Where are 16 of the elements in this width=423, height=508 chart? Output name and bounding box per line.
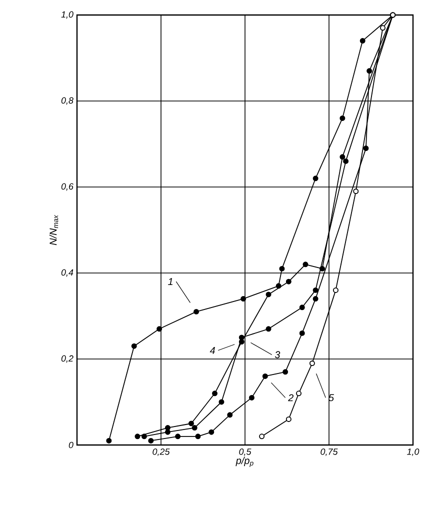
x-tick-label: 0,25 bbox=[152, 448, 170, 456]
y-tick-label: 0 bbox=[69, 442, 74, 448]
y-tick-label: 1,0 bbox=[61, 11, 74, 19]
legend-label: 3 bbox=[275, 351, 280, 358]
y-tick-label: 0,2 bbox=[62, 355, 74, 363]
x-tick-label: 1,0 bbox=[407, 448, 420, 456]
text: 1 bbox=[168, 278, 173, 286]
y-axis-title: N/N$_{max}$ bbox=[50, 214, 58, 246]
series-label: 4 bbox=[210, 346, 216, 354]
text: 2 bbox=[288, 394, 294, 402]
y-tick-label: 0,4 bbox=[62, 269, 74, 277]
x-tick-label: 0,75 bbox=[320, 448, 338, 456]
y-tick-label: 0,6 bbox=[62, 183, 74, 191]
y-tick-label: 0,8 bbox=[62, 97, 74, 105]
x-tick-label: 0,5 bbox=[239, 448, 252, 456]
x-axis-title: p/p$_{p}$ bbox=[236, 456, 254, 467]
